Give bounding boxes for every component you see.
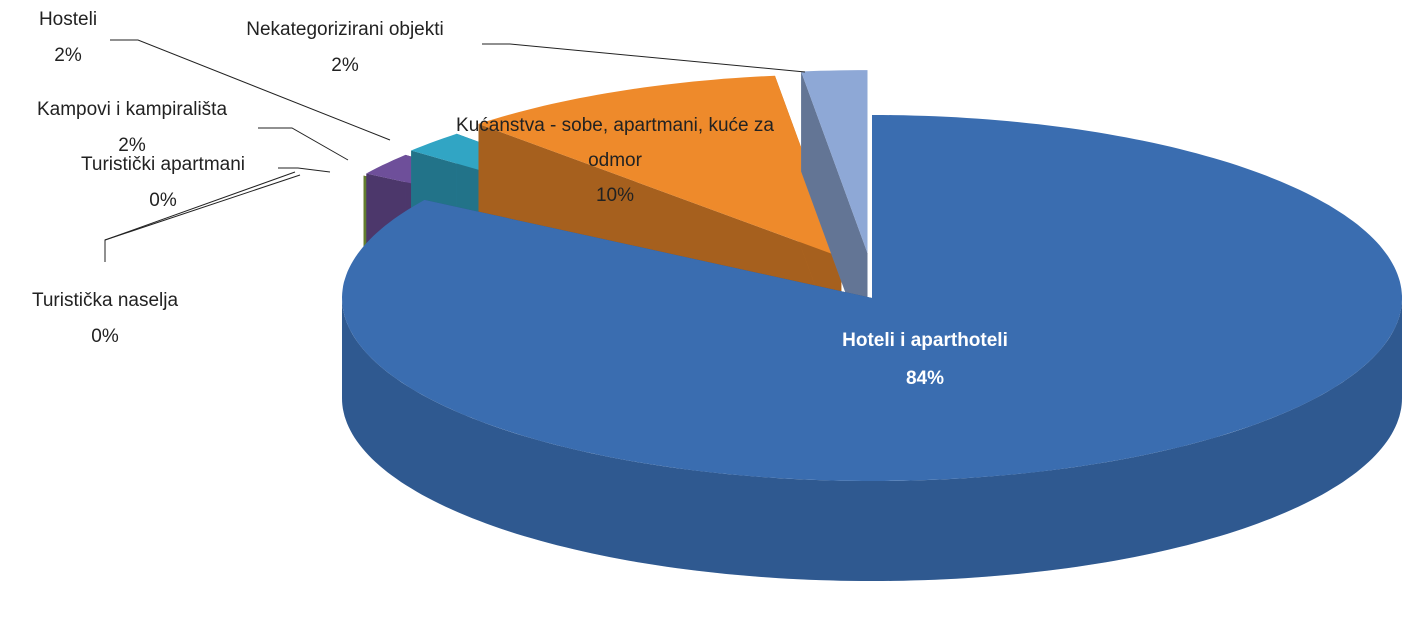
slice-label: Kampovi i kampirališta 2% (36, 99, 228, 156)
leader-line (104, 171, 296, 262)
slice-side (801, 71, 868, 354)
slice-label: Hosteli 2% (38, 9, 98, 66)
slice (478, 75, 842, 258)
leader-line (278, 167, 331, 173)
leader-line (482, 43, 806, 73)
slice-wall (342, 298, 1402, 581)
slice (801, 70, 868, 254)
slices (342, 70, 1402, 581)
leader-line (104, 174, 301, 241)
slice-label: Hoteli i aparthoteli 84% (842, 330, 1008, 389)
slice (342, 115, 1402, 481)
slice-label: Nekategorizirani objekti 2% (246, 19, 444, 76)
slice-shade (342, 298, 1402, 581)
slice-shade (801, 71, 868, 354)
slice-label: Turistička naselja 0% (31, 290, 179, 347)
leader-line (110, 39, 391, 141)
leader-line (258, 127, 349, 161)
slice-label: Kućanstva - sobe, apartmani, kuće za odm… (456, 115, 774, 206)
slice-label: Turistički apartmani 0% (80, 154, 246, 211)
